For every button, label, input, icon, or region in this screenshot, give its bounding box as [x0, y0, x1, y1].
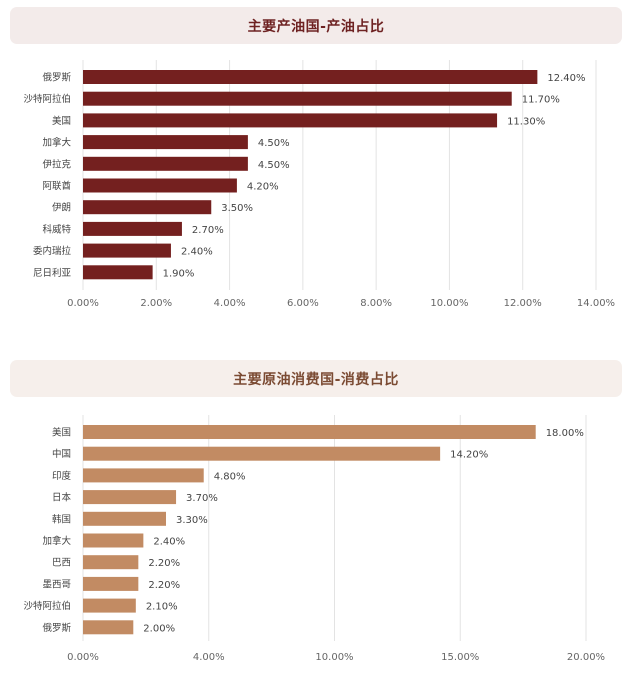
bar	[83, 178, 237, 193]
bar	[83, 620, 134, 635]
category-label: 尼日利亚	[33, 267, 72, 279]
category-label: 伊朗	[52, 202, 71, 214]
value-label: 3.50%	[221, 203, 253, 214]
bar	[83, 200, 212, 215]
category-label: 韩国	[52, 513, 71, 525]
production-bar-chart: 0.00% 2.00% 4.00% 6.00% 8.00% 10.00% 12.00% 14.…	[23, 60, 615, 309]
value-label: 11.30%	[507, 116, 545, 127]
bar	[83, 555, 139, 570]
bar	[83, 576, 139, 591]
x-tick-label: 0.00%	[67, 652, 99, 663]
x-tick-label: 10.00%	[315, 652, 353, 663]
bar	[83, 446, 441, 461]
x-tick-label: 8.00%	[360, 298, 392, 309]
value-label: 18.00%	[546, 428, 584, 439]
bar	[83, 468, 204, 483]
value-label: 2.10%	[146, 602, 178, 613]
category-label: 中国	[52, 448, 71, 460]
value-label: 2.40%	[181, 247, 213, 258]
x-tick-label: 6.00%	[287, 298, 319, 309]
bar	[83, 511, 166, 526]
bar	[83, 598, 136, 613]
category-label: 科威特	[42, 223, 71, 235]
value-label: 3.30%	[176, 515, 208, 526]
category-label: 阿联酋	[42, 180, 71, 192]
x-tick-label: 4.00%	[214, 298, 246, 309]
bar	[83, 490, 177, 505]
value-label: 2.70%	[192, 225, 224, 236]
bar	[83, 135, 248, 150]
value-label: 4.80%	[214, 471, 246, 482]
bar	[83, 91, 512, 106]
category-label: 沙特阿拉伯	[23, 93, 71, 105]
x-tick-label: 4.00%	[193, 652, 225, 663]
category-label: 俄罗斯	[42, 72, 71, 84]
x-tick-label: 20.00%	[567, 652, 605, 663]
value-label: 1.90%	[163, 268, 195, 279]
category-label: 委内瑞拉	[33, 245, 72, 257]
category-label: 俄罗斯	[42, 622, 71, 634]
bar	[83, 221, 182, 236]
bar	[83, 156, 248, 171]
consumption-bar-chart: 0.00% 4.00% 10.00% 15.00% 20.00% 美国 18.00% 中国 14…	[23, 415, 605, 663]
category-label: 日本	[52, 492, 72, 504]
category-label: 巴西	[52, 558, 71, 569]
category-label: 加拿大	[42, 137, 71, 149]
category-label: 伊拉克	[42, 158, 71, 170]
category-label: 加拿大	[42, 535, 71, 547]
value-label: 3.70%	[186, 493, 218, 504]
bar	[83, 265, 153, 280]
category-label: 美国	[52, 115, 71, 127]
bar	[83, 70, 538, 84]
value-label: 2.40%	[153, 537, 185, 548]
value-label: 2.20%	[148, 580, 180, 591]
value-label: 4.50%	[258, 138, 290, 149]
x-tick-label: 15.00%	[441, 652, 479, 663]
value-label: 2.00%	[143, 623, 175, 634]
x-tick-label: 0.00%	[67, 298, 99, 309]
value-label: 14.20%	[450, 450, 488, 461]
value-label: 4.20%	[247, 182, 279, 193]
category-label: 墨西哥	[42, 579, 71, 590]
chart-title-consumption: 主要原油消费国-消费占比	[10, 360, 622, 397]
x-tick-label: 12.00%	[504, 298, 542, 309]
chart-title-production: 主要产油国-产油占比	[10, 7, 622, 44]
bar	[83, 243, 171, 258]
x-tick-label: 2.00%	[140, 298, 172, 309]
bar	[83, 425, 536, 439]
bar	[83, 533, 144, 548]
x-tick-label: 14.00%	[577, 298, 615, 309]
bar	[83, 113, 498, 128]
value-label: 2.20%	[148, 558, 180, 569]
category-label: 沙特阿拉伯	[23, 600, 71, 612]
value-label: 12.40%	[547, 73, 585, 84]
category-label: 美国	[52, 427, 71, 439]
x-tick-label: 10.00%	[430, 298, 468, 309]
value-label: 4.50%	[258, 160, 290, 171]
category-label: 印度	[52, 470, 72, 482]
value-label: 11.70%	[522, 95, 560, 106]
